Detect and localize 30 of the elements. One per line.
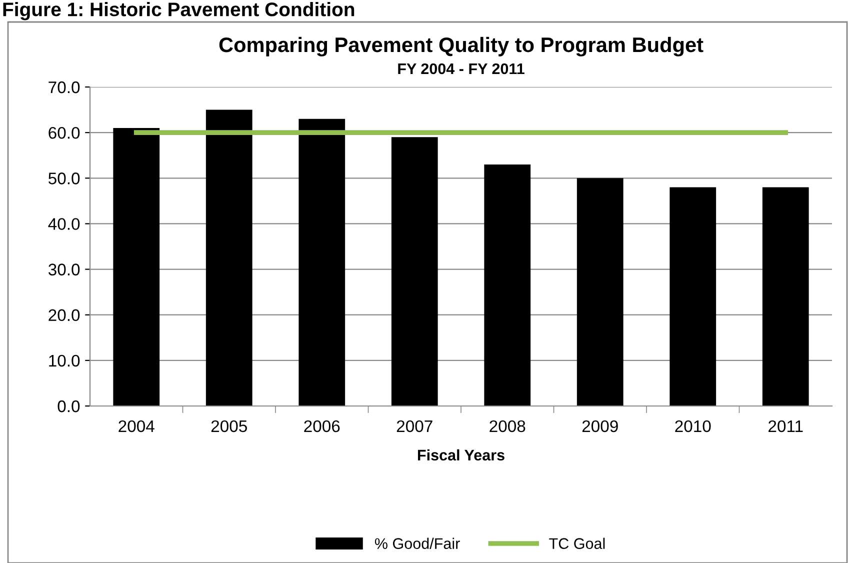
y-tick-label: 0.0 bbox=[58, 400, 80, 412]
bar bbox=[206, 110, 252, 406]
caption: Figure 1: Historic Pavement Condition bbox=[3, 2, 354, 20]
y-tick-label: 50.0 bbox=[48, 172, 80, 184]
bar bbox=[670, 187, 716, 406]
y-tick-label: 70.0 bbox=[48, 81, 80, 94]
x-tick-label: 2007 bbox=[396, 420, 432, 432]
x-tick-label: 2011 bbox=[768, 420, 803, 432]
y-tick-label: 20.0 bbox=[48, 309, 80, 322]
x-tick-label: 2006 bbox=[304, 420, 340, 432]
legend-label: % Good/Fair bbox=[374, 538, 460, 549]
chart-subtitle: FY 2004 - FY 2011 bbox=[398, 63, 524, 74]
x-tick-label: 2009 bbox=[582, 420, 618, 432]
x-tick-label: 2005 bbox=[211, 420, 247, 432]
bar bbox=[484, 164, 531, 406]
bar bbox=[298, 118, 346, 406]
x-tick-label: 2010 bbox=[675, 420, 711, 432]
bar bbox=[576, 178, 624, 406]
legend-label: TC Goal bbox=[549, 538, 605, 549]
bar bbox=[113, 128, 160, 406]
y-tick-label: 10.0 bbox=[49, 354, 80, 367]
bar bbox=[391, 137, 438, 406]
bar bbox=[762, 187, 809, 406]
x-tick-label: 2008 bbox=[490, 420, 526, 432]
x-tick-label: 2004 bbox=[118, 420, 154, 432]
y-tick-label: 60.0 bbox=[48, 126, 80, 139]
chart-title: Comparing Pavement Quality to Program Budget bbox=[219, 36, 704, 56]
x-axis-title: Fiscal Years bbox=[418, 449, 504, 461]
y-tick-label: 40.0 bbox=[48, 218, 80, 230]
y-tick-label: 30.0 bbox=[48, 264, 80, 276]
